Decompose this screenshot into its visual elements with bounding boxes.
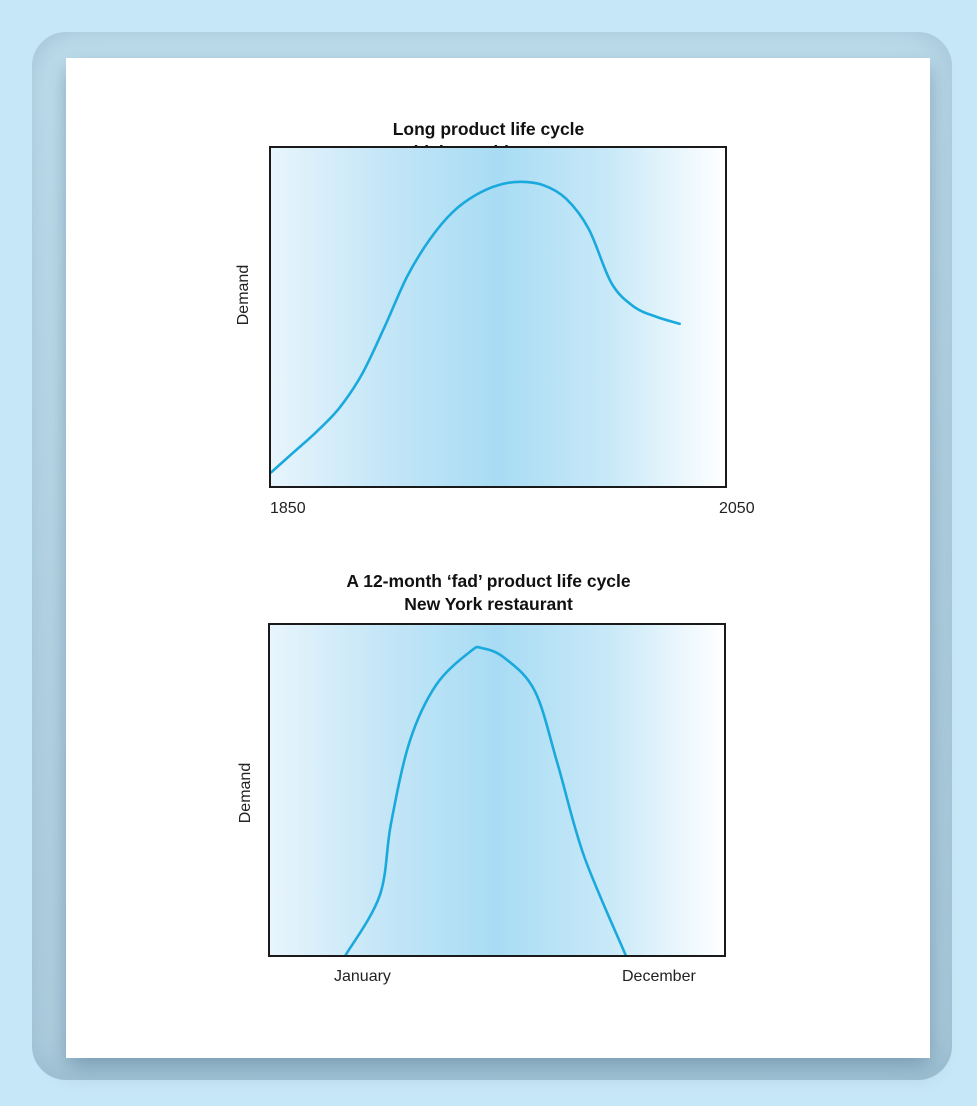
chart2-subtitle: New York restaurant [404, 594, 573, 614]
chart2-y-axis-label: Demand [237, 762, 254, 824]
chart2-x-tick-start: January [334, 968, 391, 985]
chart2-svg [344, 645, 627, 955]
chart2-x-tick-end: December [622, 968, 696, 985]
chart2-demand-line [344, 645, 627, 955]
chart1-y-axis-label: Demand [235, 264, 252, 326]
chart1-svg [271, 180, 681, 474]
chart1-title: Long product life cycle [392, 119, 585, 139]
chart2-title-block: A 12-month ‘fad’ product life cycle New … [0, 570, 977, 616]
chart2-title: A 12-month ‘fad’ product life cycle [346, 571, 631, 591]
chart1-x-tick-end: 2050 [719, 500, 755, 517]
chart1-plot-area [269, 146, 727, 488]
chart1-demand-line [271, 180, 681, 474]
chart2-plot-area [268, 623, 726, 957]
chart1-x-tick-start: 1850 [270, 500, 306, 517]
